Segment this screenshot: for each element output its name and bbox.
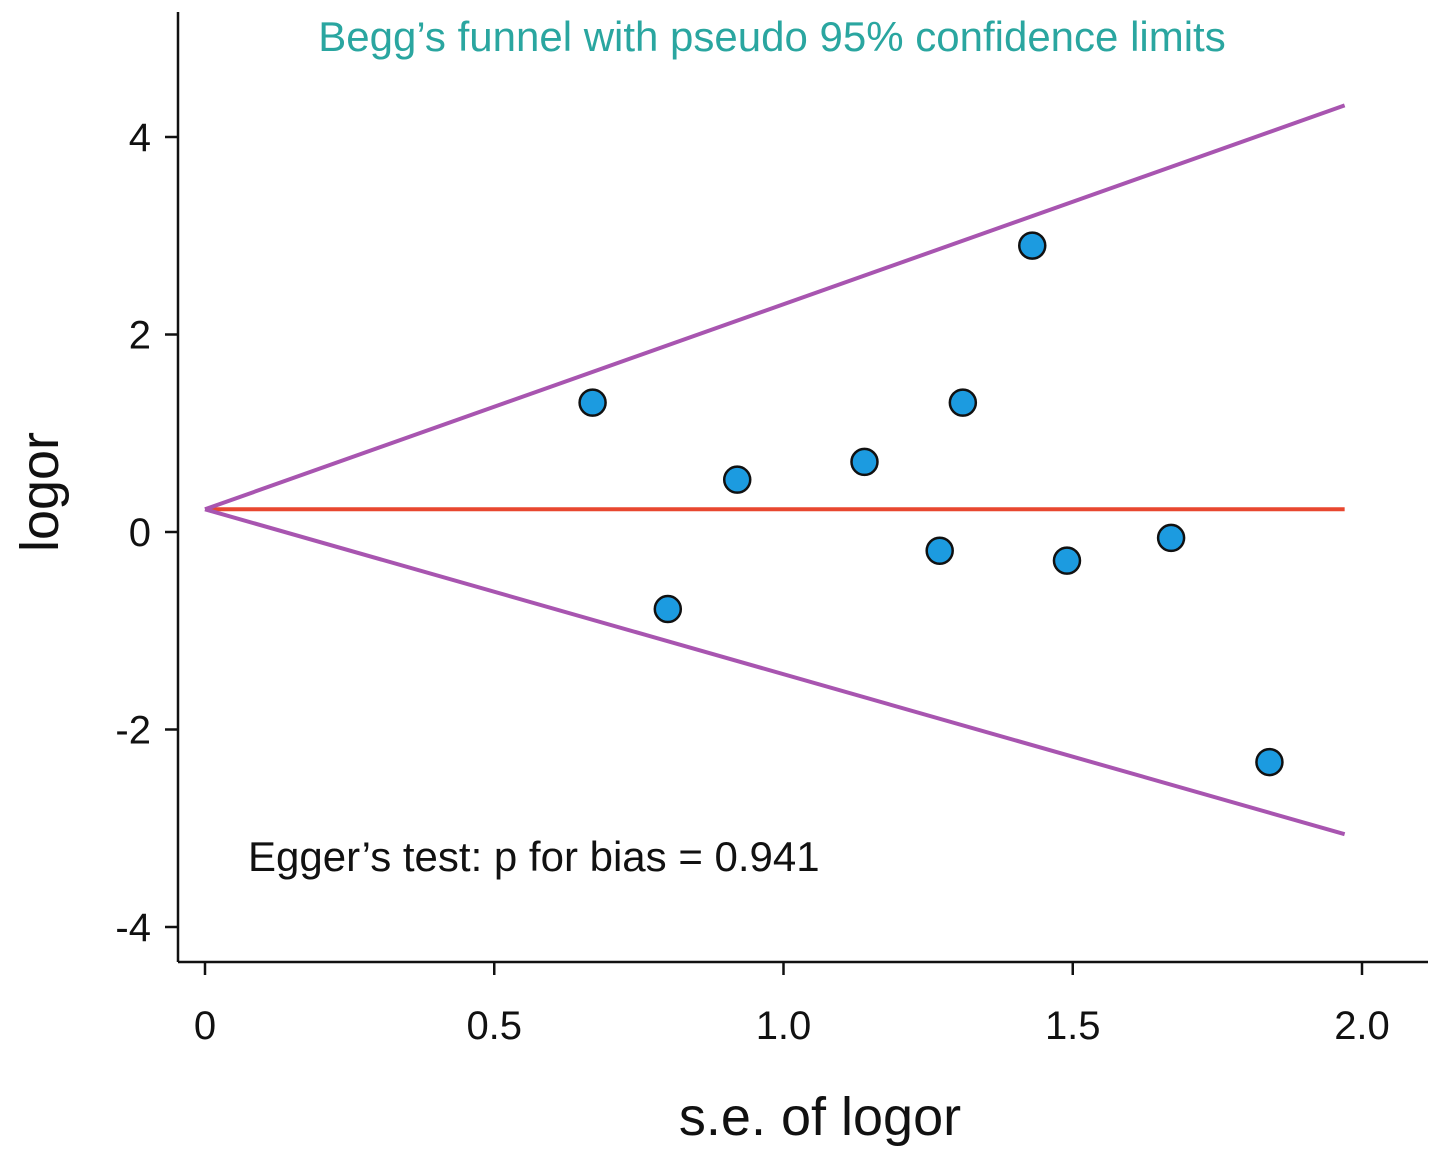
chart-title: Begg’s funnel with pseudo 95% confidence…	[318, 13, 1225, 60]
data-point	[1018, 231, 1047, 260]
x-tick-label: 2.0	[1334, 1004, 1390, 1048]
data-point	[850, 447, 879, 477]
x-axis-label: s.e. of logor	[679, 1087, 961, 1147]
x-tick-label: 1.5	[1045, 1004, 1101, 1048]
data-point	[1052, 546, 1082, 575]
confidence-limits	[204, 103, 1346, 837]
data-point	[578, 388, 607, 417]
lower-confidence-limit-line	[204, 507, 1346, 837]
upper-confidence-limit-line	[204, 103, 1346, 512]
egger-test-annotation: Egger’s test: p for bias = 0.941	[248, 833, 820, 880]
data-points	[578, 231, 1284, 777]
y-tick-label: 0	[129, 511, 151, 555]
data-point	[925, 536, 954, 566]
data-point	[722, 465, 752, 494]
x-tick-label: 0	[194, 1004, 216, 1048]
y-tick-label: 2	[129, 314, 151, 358]
axes: 4 2 0 -2 -4 0 0.5 1.0 1.5 2.0	[115, 12, 1428, 1048]
data-point	[948, 388, 978, 417]
y-tick-label: -2	[115, 709, 151, 753]
data-point	[1255, 747, 1284, 777]
y-tick-label: -4	[115, 906, 151, 950]
data-point	[1156, 523, 1186, 553]
y-tick-label: 4	[129, 116, 151, 160]
x-tick-label: 0.5	[466, 1004, 522, 1048]
data-point	[653, 594, 683, 624]
x-tick-label: 1.0	[756, 1004, 812, 1048]
y-axis-label: logor	[10, 432, 70, 552]
